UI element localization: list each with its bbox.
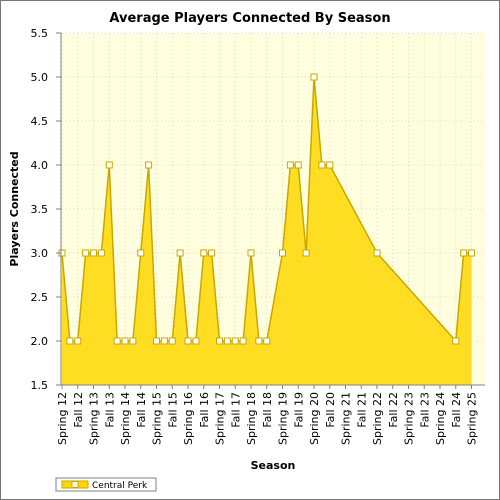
x-tick-label: Spring 25 (466, 392, 479, 445)
x-tick-label: Fall 16 (198, 392, 211, 428)
data-point-marker (216, 337, 223, 345)
data-point-marker (90, 249, 97, 257)
data-point-marker (302, 249, 310, 257)
x-tick-label: Fall 17 (229, 392, 242, 428)
x-tick-label: Fall 14 (135, 392, 148, 428)
data-point-marker (105, 161, 113, 169)
x-tick-label: Spring 15 (151, 392, 164, 445)
data-point-marker (279, 249, 286, 257)
data-point-marker (239, 337, 247, 345)
y-tick-label: 2.5 (31, 291, 49, 304)
legend-label: Central Perk (92, 481, 148, 491)
x-tick-label: Spring 19 (277, 392, 290, 445)
data-point-marker (160, 337, 168, 345)
data-point-marker (168, 337, 176, 345)
x-tick-label: Spring 16 (182, 392, 195, 445)
data-point-marker (82, 249, 90, 257)
data-point-marker (468, 249, 475, 257)
legend: Central Perk (55, 477, 157, 492)
y-tick-label: 2.0 (31, 335, 49, 348)
data-point-marker (310, 73, 318, 81)
x-tick-label: Spring 14 (119, 392, 132, 445)
x-tick-label: Fall 23 (418, 392, 431, 428)
x-tick-label: Spring 22 (371, 392, 384, 445)
x-tick-label: Spring 20 (308, 392, 321, 445)
data-point-marker (129, 337, 137, 345)
legend-marker (71, 481, 79, 488)
data-point-marker (176, 249, 184, 257)
y-tick-labels: 1.5 2.0 2.5 3.0 3.5 4.0 4.5 5.0 5.5 (31, 27, 61, 392)
data-point-marker (200, 249, 208, 257)
series-area (62, 77, 472, 385)
data-point-marker (452, 337, 460, 345)
data-point-marker (97, 249, 105, 257)
x-tick-label: Fall 22 (387, 392, 400, 428)
data-point-marker (74, 337, 82, 345)
data-point-marker (184, 337, 192, 345)
data-point-marker (294, 161, 302, 169)
data-point-marker (66, 337, 74, 345)
x-tick-label: Spring 23 (403, 392, 416, 445)
data-point-marker (247, 249, 255, 257)
x-tick-label: Spring 17 (214, 392, 227, 445)
x-tick-label: Fall 21 (355, 392, 368, 428)
data-point-marker (121, 337, 129, 345)
x-tick-labels: Spring 12 Fall 12 Spring 13 Fall 13 Spring 1… (56, 385, 479, 445)
y-tick-label: 3.0 (31, 247, 49, 260)
data-point-marker (286, 161, 294, 169)
data-point-marker (326, 161, 334, 169)
y-tick-label: 1.5 (31, 379, 49, 392)
data-point-marker (318, 161, 326, 169)
data-point-marker (373, 249, 381, 257)
data-point-marker (208, 249, 216, 257)
x-tick-label: Fall 15 (166, 392, 179, 428)
data-point-marker (153, 337, 160, 345)
y-tick-label: 5.5 (31, 27, 49, 40)
y-axis-title: Players Connected (8, 151, 21, 266)
y-tick-label: 3.5 (31, 203, 49, 216)
x-tick-label: Fall 24 (450, 392, 463, 428)
x-tick-label: Spring 12 (56, 392, 69, 445)
x-tick-label: Spring 18 (245, 392, 258, 445)
y-tick-label: 5.0 (31, 71, 49, 84)
data-point-marker (263, 337, 271, 345)
data-point-marker (223, 337, 231, 345)
y-tick-label: 4.5 (31, 115, 49, 128)
x-tick-label: Fall 13 (103, 392, 116, 428)
y-tick-label: 4.0 (31, 159, 49, 172)
x-tick-label: Fall 19 (292, 392, 305, 428)
data-point-marker (460, 249, 468, 257)
x-axis-title: Season (251, 459, 296, 472)
series-markers (58, 73, 475, 345)
x-tick-label: Spring 21 (340, 392, 353, 445)
chart-title: Average Players Connected By Season (109, 11, 390, 26)
x-tick-label: Fall 20 (324, 392, 337, 428)
data-point-marker (192, 337, 200, 345)
series-line (61, 76, 472, 343)
data-point-marker (255, 337, 263, 345)
x-tick-label: Fall 12 (72, 392, 85, 428)
x-tick-label: Fall 18 (261, 392, 274, 428)
data-point-marker (137, 249, 145, 257)
data-point-marker (231, 337, 239, 345)
data-point-marker (113, 337, 121, 345)
x-tick-label: Spring 24 (434, 392, 447, 445)
data-point-marker (145, 161, 153, 169)
x-tick-label: Spring 13 (88, 392, 101, 445)
